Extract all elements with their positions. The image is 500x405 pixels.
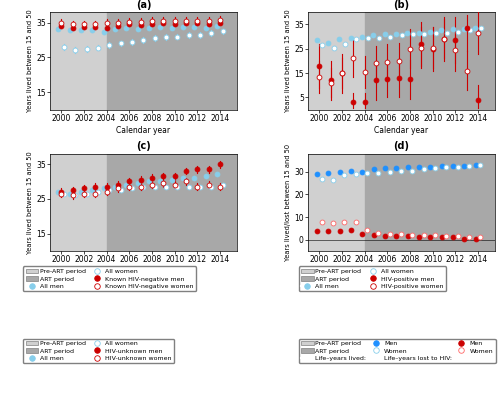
Bar [364,153,495,251]
X-axis label: Calendar year: Calendar year [116,267,170,276]
Bar [308,153,364,251]
Y-axis label: Years lived between 15 and 50: Years lived between 15 and 50 [28,10,34,112]
Title: (d): (d) [394,141,409,151]
Legend: Pre-ART period, ART period, All men, All women, Known HIV-negative men, Known HI: Pre-ART period, ART period, All men, All… [23,266,197,291]
Y-axis label: Years lived between 15 and 50: Years lived between 15 and 50 [28,151,34,254]
X-axis label: Calendar year: Calendar year [374,267,428,276]
Bar [50,12,106,110]
Bar [50,153,106,251]
Bar [364,12,495,110]
Bar [106,153,237,251]
X-axis label: Calendar year: Calendar year [116,126,170,134]
Title: (b): (b) [394,0,409,10]
Legend: Pre-ART period, ART period, All men, All women, HIV-positive men, HIV-positive w: Pre-ART period, ART period, All men, All… [298,266,446,291]
X-axis label: Calendar year: Calendar year [374,126,428,134]
Title: (a): (a) [136,0,151,10]
Legend: Pre-ART period, ART period, All men, All women, HIV-unknown men, HIV-unknown wom: Pre-ART period, ART period, All men, All… [23,339,174,363]
Bar [106,12,237,110]
Y-axis label: Years lived between 15 and 50: Years lived between 15 and 50 [286,10,292,112]
Legend: Pre-ART period, ART period, Life–years lived:, Men, Women, Life–years lost to HI: Pre-ART period, ART period, Life–years l… [298,339,496,363]
Title: (c): (c) [136,141,151,151]
Y-axis label: Years lived/lost between 15 and 50: Years lived/lost between 15 and 50 [286,144,292,261]
Bar [308,12,364,110]
